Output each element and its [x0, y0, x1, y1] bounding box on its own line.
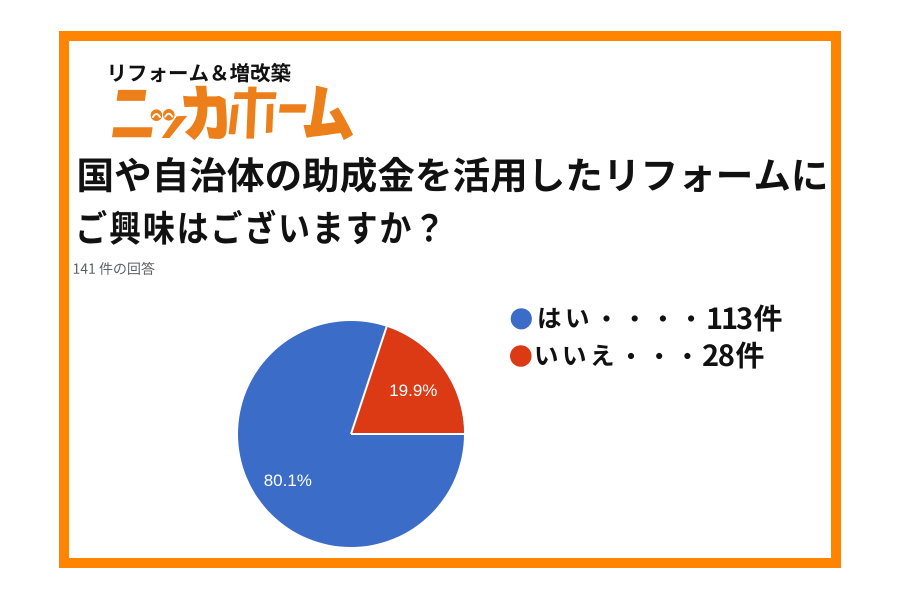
svg-text:19.9%: 19.9%	[389, 381, 437, 400]
svg-text:80.1%: 80.1%	[264, 471, 312, 490]
